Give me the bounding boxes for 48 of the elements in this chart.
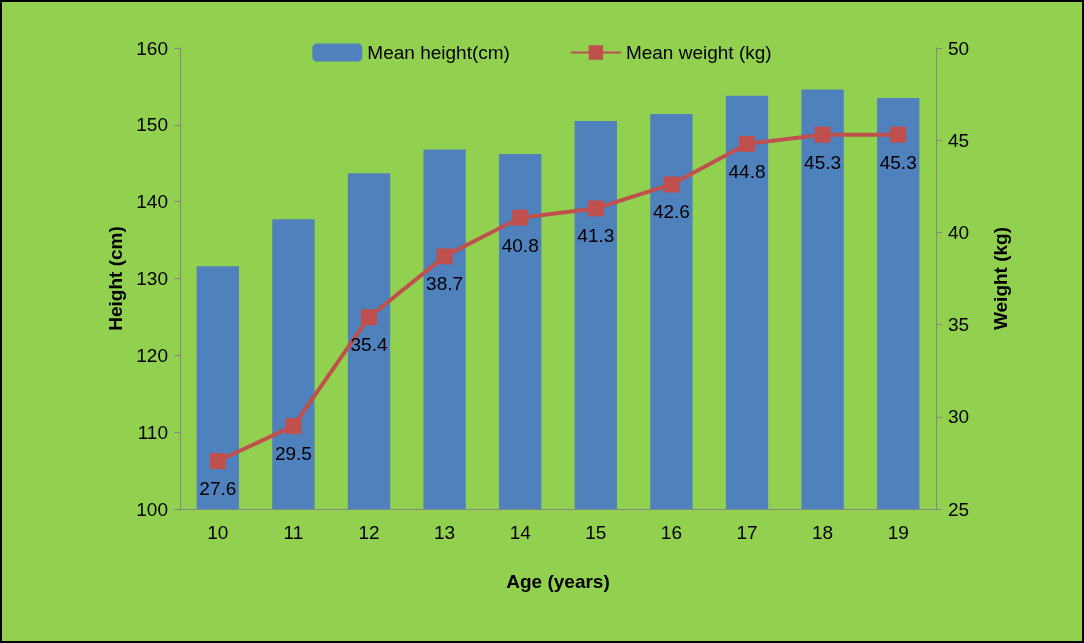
data-label: 45.3 [804, 151, 842, 173]
point [663, 176, 680, 193]
y2-tick-label: 45 [948, 129, 970, 151]
x-tick-label: 18 [812, 522, 834, 543]
data-label: 40.8 [501, 234, 539, 256]
y2-tick-label: 30 [948, 406, 970, 428]
x-tick-label: 12 [358, 522, 380, 543]
point [285, 418, 302, 435]
point [814, 126, 831, 143]
data-label: 41.3 [577, 225, 615, 247]
y2-tick-label: 50 [948, 37, 970, 59]
data-label: 27.6 [199, 478, 237, 500]
x-axis-title: Age (years) [506, 571, 610, 592]
x-tick-label: 19 [887, 522, 909, 543]
x-tick-label: 16 [660, 522, 682, 543]
point [890, 126, 907, 143]
y-axis-title: Height (cm) [105, 226, 126, 331]
point [361, 309, 377, 326]
y2-axis-title: Weight (kg) [990, 226, 1011, 331]
y2-tick-label: 25 [948, 498, 970, 520]
data-label: 38.7 [426, 273, 464, 295]
x-tick-label: 14 [509, 522, 532, 543]
data-label: 29.5 [274, 443, 312, 465]
y-tick-label: 120 [136, 344, 168, 366]
x-tick-label: 10 [207, 522, 229, 543]
legend-label: Mean height(cm) [367, 42, 510, 63]
data-label: 45.3 [879, 151, 917, 173]
x-tick-label: 17 [736, 522, 758, 543]
data-label: 35.4 [350, 334, 388, 356]
y-tick-label: 130 [136, 268, 168, 289]
data-label: 42.6 [652, 201, 690, 223]
point [209, 453, 226, 470]
point [512, 209, 529, 226]
y-tick-label: 150 [136, 114, 168, 136]
point [739, 135, 755, 152]
x-tick-label: 13 [434, 522, 456, 543]
x-tick-label: 15 [585, 522, 607, 543]
y-tick-label: 140 [136, 191, 168, 213]
y-tick-label: 160 [136, 37, 168, 59]
point [587, 200, 604, 217]
x-tick-label: 11 [283, 522, 304, 543]
y-tick-label: 110 [137, 421, 168, 443]
y-tick-label: 100 [136, 498, 168, 520]
point [436, 248, 453, 265]
y2-tick-label: 35 [948, 314, 970, 336]
data-label: 44.8 [728, 160, 766, 182]
legend-label: Mean weight (kg) [625, 42, 772, 63]
y2-tick-label: 40 [948, 221, 970, 243]
